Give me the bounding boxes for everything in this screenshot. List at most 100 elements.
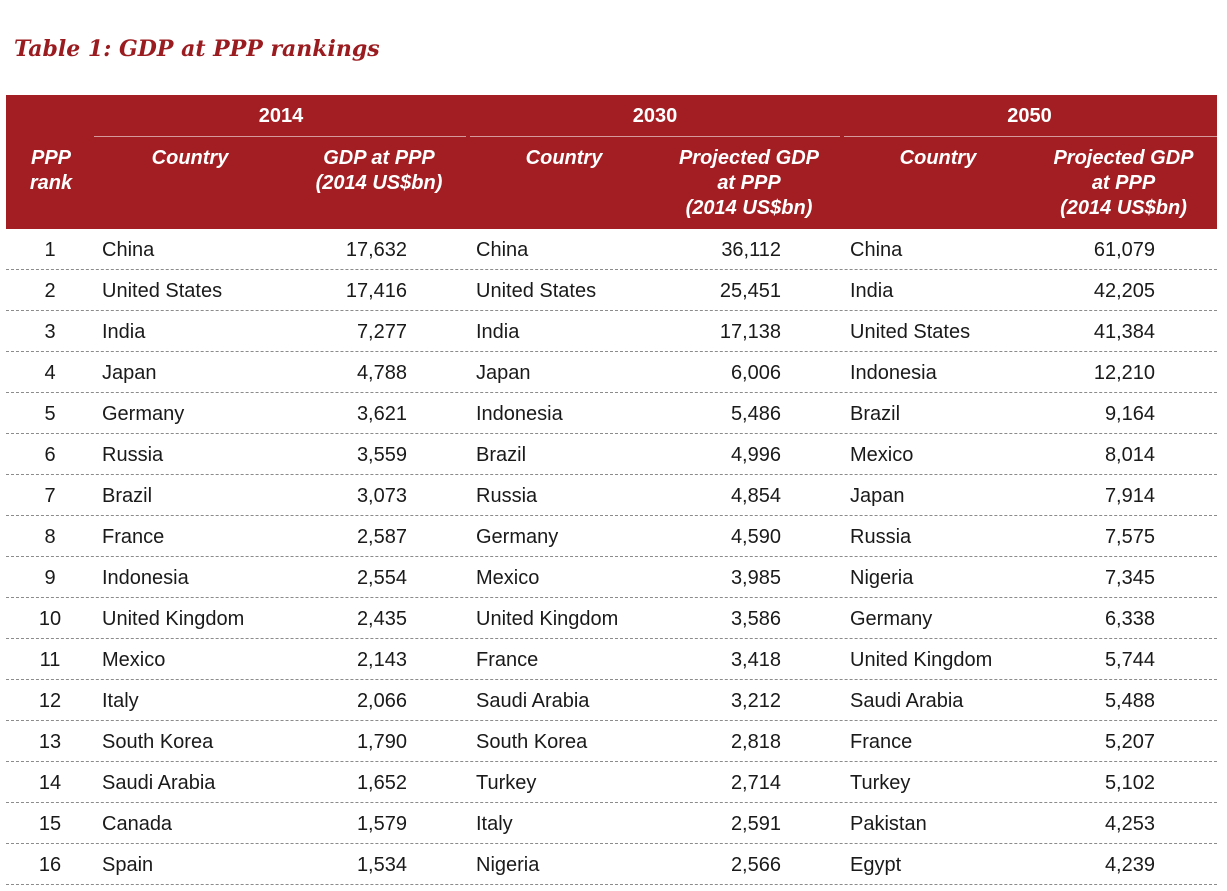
gdp-2014-cell: 17,416 bbox=[345, 280, 407, 302]
rank-cell: 6 bbox=[44, 444, 56, 466]
gdp-2014-cell: 4,788 bbox=[356, 362, 407, 384]
gdp-2050-cell: 4,239 bbox=[1104, 854, 1155, 876]
gdp-2014-cell: 1,579 bbox=[356, 813, 407, 835]
gdp-2014-cell: 3,559 bbox=[356, 444, 407, 466]
country-2014-cell: France bbox=[102, 526, 165, 548]
country-2050-cell: Russia bbox=[850, 526, 912, 548]
rank-cell: 12 bbox=[38, 690, 62, 712]
rank-cell: 3 bbox=[44, 321, 56, 343]
rank-cell: 2 bbox=[44, 280, 56, 302]
country-2014-cell: Spain bbox=[102, 854, 154, 876]
country-2014-cell: Japan bbox=[102, 362, 157, 384]
table-title: Table 1: GDP at PPP rankings bbox=[14, 36, 380, 62]
table-row: 4 Japan 4,788 Japan 6,006 Indonesia 12,2… bbox=[6, 352, 1217, 393]
year-2050-divider bbox=[844, 136, 1217, 137]
country-2014-cell: United States bbox=[102, 280, 223, 302]
gdp-2030-cell: 6,006 bbox=[730, 362, 781, 384]
table-row: 11 Mexico 2,143 France 3,418 United King… bbox=[6, 639, 1217, 680]
country-2014-cell: Russia bbox=[102, 444, 164, 466]
table-row: 13 South Korea 1,790 South Korea 2,818 F… bbox=[6, 721, 1217, 762]
rank-cell: 8 bbox=[44, 526, 56, 548]
projected-gdp-2050-header: Projected GDP at PPP (2014 US$bn) bbox=[1030, 146, 1217, 221]
country-2050-cell: Egypt bbox=[850, 854, 902, 876]
country-2050-cell: United Kingdom bbox=[850, 649, 993, 671]
country-2030-cell: Mexico bbox=[476, 567, 540, 589]
projected-gdp-2050-header-line3: (2014 US$bn) bbox=[1060, 197, 1187, 219]
table-row: 8 France 2,587 Germany 4,590 Russia 7,57… bbox=[6, 516, 1217, 557]
country-2030-cell: China bbox=[476, 239, 529, 261]
gdp-2050-cell: 5,207 bbox=[1104, 731, 1155, 753]
ppp-rank-header-line1: PPP bbox=[30, 147, 72, 169]
rank-cell: 10 bbox=[38, 608, 62, 630]
country-2030-cell: Italy bbox=[476, 813, 513, 835]
gdp-2030-cell: 3,418 bbox=[730, 649, 781, 671]
year-2050-header: 2050 bbox=[1007, 105, 1052, 127]
country-2030-header: Country bbox=[525, 147, 603, 169]
gdp-2050-cell: 9,164 bbox=[1104, 403, 1155, 425]
rank-cell: 14 bbox=[38, 772, 62, 794]
gdp-2014-cell: 1,652 bbox=[356, 772, 407, 794]
country-2014-cell: Saudi Arabia bbox=[102, 772, 216, 794]
country-2030-cell: Indonesia bbox=[476, 403, 563, 425]
year-2030-divider bbox=[470, 136, 840, 137]
projected-gdp-2050-header-line1: Projected GDP bbox=[1053, 147, 1194, 169]
country-2050-cell: Pakistan bbox=[850, 813, 927, 835]
gdp-2030-cell: 2,566 bbox=[730, 854, 781, 876]
country-2050-cell: United States bbox=[850, 321, 971, 343]
country-2014-cell: Mexico bbox=[102, 649, 166, 671]
projected-gdp-2030-header-line2: at PPP bbox=[717, 172, 781, 194]
gdp-2014-cell: 7,277 bbox=[356, 321, 407, 343]
projected-gdp-2050-header-line2: at PPP bbox=[1091, 172, 1156, 194]
country-2050-cell: Japan bbox=[850, 485, 905, 507]
country-2014-cell: Italy bbox=[102, 690, 139, 712]
projected-gdp-2030-header-line3: (2014 US$bn) bbox=[685, 197, 813, 219]
country-2014-header: Country bbox=[151, 147, 229, 169]
country-2050-cell: Mexico bbox=[850, 444, 914, 466]
rank-cell: 15 bbox=[38, 813, 62, 835]
gdp-2014-cell: 2,143 bbox=[356, 649, 407, 671]
projected-gdp-2030-header: Projected GDP at PPP (2014 US$bn) bbox=[656, 146, 842, 221]
country-2014-cell: Brazil bbox=[102, 485, 153, 507]
table-row: 6 Russia 3,559 Brazil 4,996 Mexico 8,014 bbox=[6, 434, 1217, 475]
gdp-2014-cell: 17,632 bbox=[345, 239, 407, 261]
country-2014-cell: South Korea bbox=[102, 731, 214, 753]
country-2014-cell: Indonesia bbox=[102, 567, 189, 589]
rank-cell: 9 bbox=[44, 567, 56, 589]
country-2050-cell: Saudi Arabia bbox=[850, 690, 964, 712]
country-2030-cell: Turkey bbox=[476, 772, 537, 794]
rank-cell: 7 bbox=[44, 485, 56, 507]
gdp-2030-cell: 2,714 bbox=[730, 772, 781, 794]
country-2050-cell: Turkey bbox=[850, 772, 911, 794]
gdp-2050-cell: 8,014 bbox=[1104, 444, 1155, 466]
gdp-2050-cell: 4,253 bbox=[1104, 813, 1155, 835]
gdp-2050-cell: 42,205 bbox=[1093, 280, 1155, 302]
table-row: 12 Italy 2,066 Saudi Arabia 3,212 Saudi … bbox=[6, 680, 1217, 721]
rank-cell: 5 bbox=[44, 403, 56, 425]
gdp-2030-cell: 4,590 bbox=[730, 526, 781, 548]
rank-cell: 13 bbox=[38, 731, 62, 753]
rank-cell: 16 bbox=[38, 854, 62, 876]
table-row: 7 Brazil 3,073 Russia 4,854 Japan 7,914 bbox=[6, 475, 1217, 516]
gdp-2030-cell: 2,591 bbox=[730, 813, 781, 835]
gdp-2030-cell: 5,486 bbox=[730, 403, 781, 425]
rank-cell: 1 bbox=[44, 239, 56, 261]
gdp-2014-cell: 1,534 bbox=[356, 854, 407, 876]
country-2030-cell: Saudi Arabia bbox=[476, 690, 590, 712]
country-2050-cell: Germany bbox=[850, 608, 933, 630]
ppp-rank-header-line2: rank bbox=[29, 172, 73, 194]
gdp-2014-cell: 1,790 bbox=[356, 731, 407, 753]
country-2030-cell: Japan bbox=[476, 362, 531, 384]
country-2030-cell: Russia bbox=[476, 485, 538, 507]
gdp-2014-header: GDP at PPP (2014 US$bn) bbox=[288, 146, 470, 196]
country-2030-cell: South Korea bbox=[476, 731, 588, 753]
table-body: 1 China 17,632 China 36,112 China 61,079… bbox=[6, 229, 1217, 885]
ppp-rank-header: PPP rank bbox=[6, 146, 96, 196]
gdp-2030-cell: 36,112 bbox=[721, 239, 781, 261]
gdp-2030-cell: 2,818 bbox=[730, 731, 781, 753]
gdp-2050-cell: 6,338 bbox=[1104, 608, 1155, 630]
table-row: 16 Spain 1,534 Nigeria 2,566 Egypt 4,239 bbox=[6, 844, 1217, 885]
table-row: 5 Germany 3,621 Indonesia 5,486 Brazil 9… bbox=[6, 393, 1217, 434]
table-header: PPP rank 2014 2030 2050 Country GDP at P… bbox=[6, 95, 1217, 229]
country-2030-cell: United Kingdom bbox=[476, 608, 619, 630]
country-2050-cell: Nigeria bbox=[850, 567, 914, 589]
